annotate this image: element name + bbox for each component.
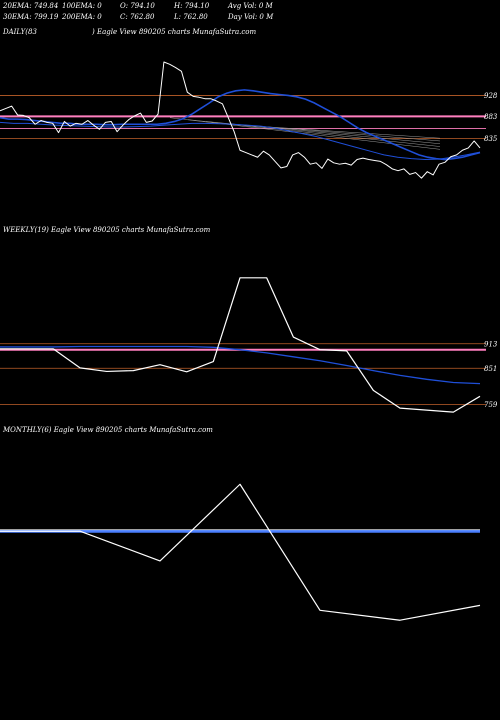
monthly-panel-label: MONTHLY(6) Eagle View 890205 charts Muna…: [3, 426, 213, 434]
daily-panel-label: DAILY(83: [3, 28, 37, 36]
header-ema20: 20EMA: 749.84: [3, 2, 59, 10]
daily-panel-caption: ) Eagle View 890205 charts MunafaSutra.c…: [92, 28, 257, 36]
trend-line-0: [169, 117, 441, 150]
level-label-0-1: 883: [484, 113, 498, 121]
level-label-1-0: 913: [484, 340, 498, 348]
weekly-panel-label: WEEKLY(19) Eagle View 890205 charts Muna…: [3, 226, 211, 234]
header-open: O: 794.10: [120, 2, 155, 10]
header-day-vol: Day Vol: 0 M: [228, 13, 274, 21]
price-line-0: [0, 61, 481, 179]
level-label-1-3: 759: [484, 401, 498, 409]
header-ema200: 200EMA: 0: [62, 13, 102, 21]
level-label-0-3: 835: [484, 135, 498, 143]
header-avg-vol: Avg Vol: 0 M: [228, 2, 273, 10]
price-line-2: [0, 483, 481, 621]
level-label-0-0: 928: [484, 92, 498, 100]
header-ema100: 100EMA: 0: [62, 2, 102, 10]
level-label-1-2: 851: [484, 365, 497, 373]
price-line-1: [0, 277, 481, 413]
header-high: H: 794.10: [174, 2, 210, 10]
ema-line-1: [0, 345, 481, 385]
header-ema30: 30EMA: 799.19: [3, 13, 59, 21]
header-low: L: 762.80: [174, 13, 208, 21]
ema-secondary-line-0: [0, 121, 481, 161]
trend-line-4: [241, 124, 441, 139]
header-close: C: 762.80: [120, 13, 155, 21]
